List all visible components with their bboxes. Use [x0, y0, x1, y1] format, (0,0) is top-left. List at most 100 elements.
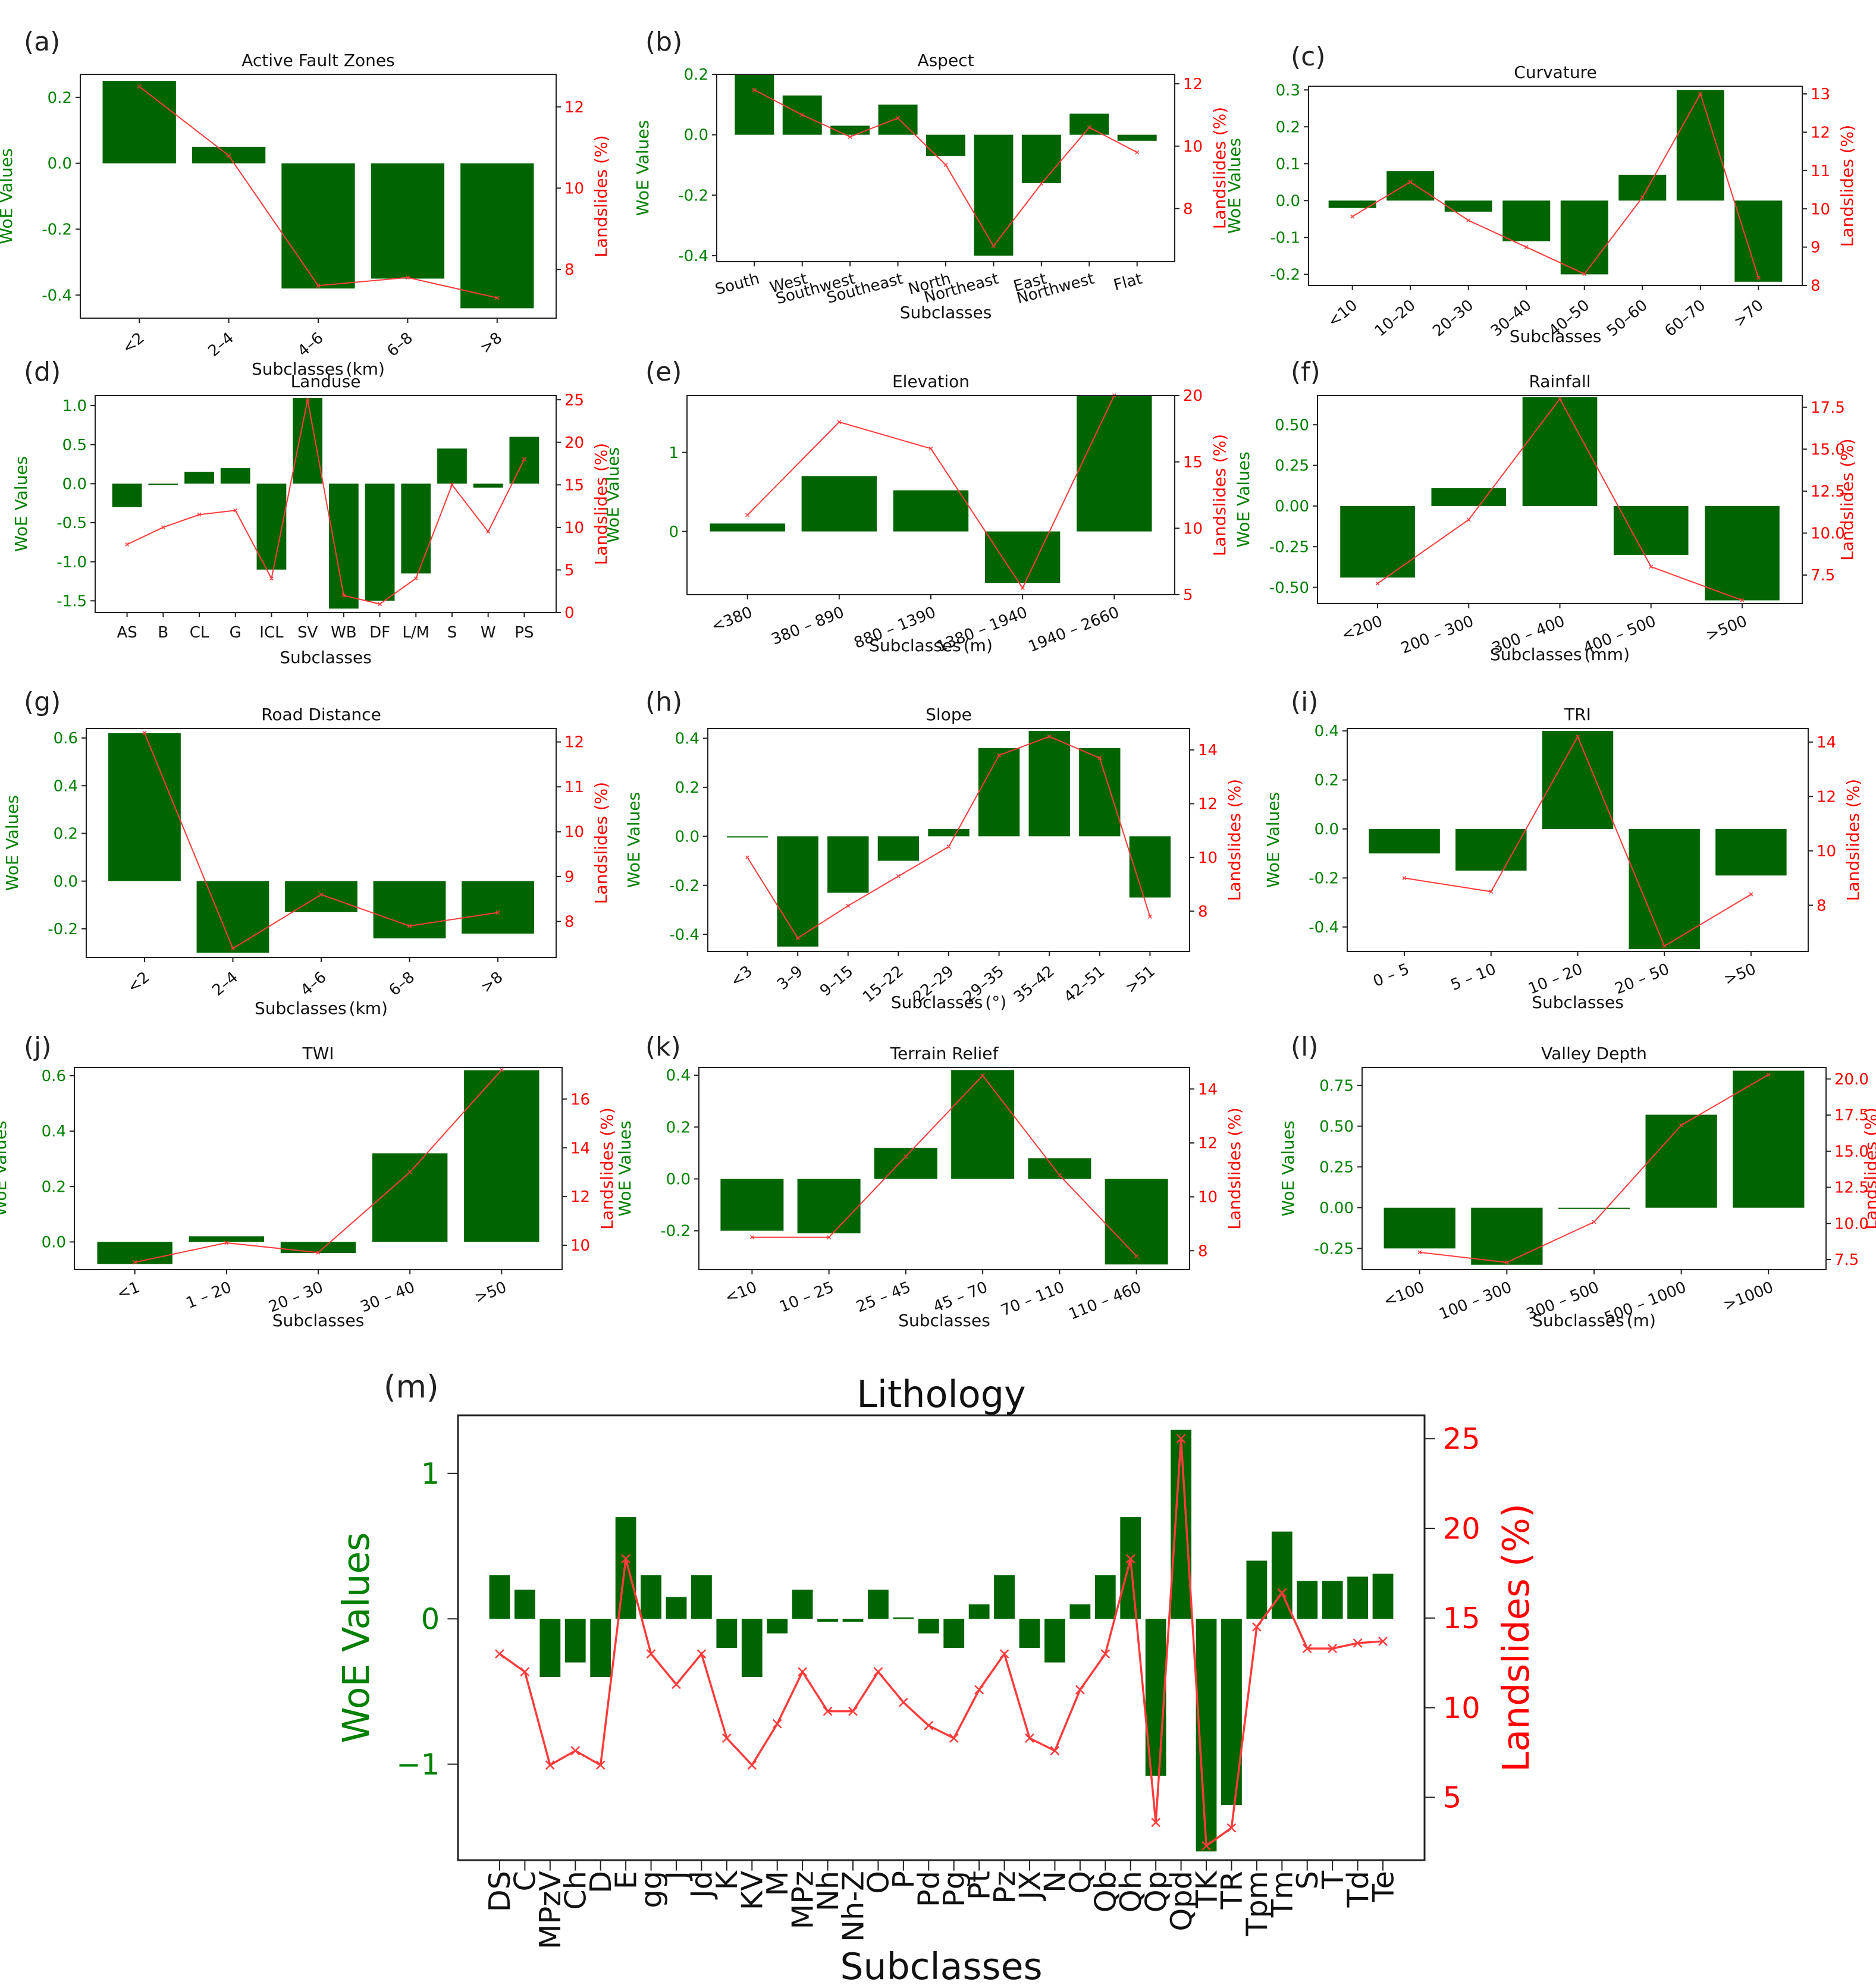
- xtick-label-2: CL: [190, 624, 209, 642]
- x-axis-label: Subclasses: [1532, 993, 1624, 1012]
- panel-label: (l): [1291, 1032, 1319, 1062]
- landslide-point-15: [873, 1667, 883, 1677]
- ytick-label-3: 0.4: [54, 777, 78, 795]
- plot-frame: [457, 1414, 1426, 1861]
- x-axis-unit: (km): [346, 359, 385, 379]
- y2tick-label-3: 20: [1183, 387, 1203, 405]
- xtick-label-0: <380: [709, 604, 755, 636]
- landslide-point-2: [928, 446, 933, 451]
- y2tick-label-1: 12: [570, 1188, 590, 1206]
- xtick-label-5: 110 – 460: [1066, 1279, 1144, 1324]
- landslide-point-0: [137, 84, 142, 89]
- panel-label: (a): [24, 27, 60, 57]
- landslide-point-0: [125, 542, 130, 547]
- bar-4: [926, 134, 965, 156]
- panel-label: (m): [384, 1369, 439, 1405]
- landslide-point-19: [974, 1685, 984, 1695]
- y2-axis-label: Landslides (%): [1210, 434, 1229, 556]
- y2tick-label-3: 14: [1198, 1081, 1218, 1098]
- y2-axis-label: Landslides (%): [1210, 107, 1229, 229]
- y2tick-label-1: 9: [564, 868, 575, 886]
- y2tick-label-0: 8: [1183, 200, 1193, 218]
- xtick-label-7: J: [659, 1871, 694, 1882]
- chart-title: Terrain Relief: [890, 1044, 999, 1063]
- bar-23: [1069, 1604, 1091, 1619]
- landslide-point-4: [495, 910, 500, 915]
- chart-title: Elevation: [892, 372, 970, 391]
- bar-3: [877, 836, 920, 861]
- xtick-label-3: 6–8: [385, 968, 418, 1000]
- bar-1: [196, 881, 269, 953]
- landslide-point-2: [319, 892, 324, 897]
- bar-10: [741, 1619, 763, 1677]
- landslide-point-7: [378, 602, 382, 607]
- bar-3: [373, 881, 446, 938]
- ytick-label-4: 0.4: [675, 730, 699, 748]
- y2-axis-label: Landslides (%): [1861, 1107, 1876, 1229]
- ytick-label-2: 0.0: [675, 828, 699, 846]
- landslide-point-5: [1640, 195, 1645, 200]
- y-axis-label: WoE Values: [1278, 1120, 1298, 1216]
- x-axis-label-text: Subclasses: [1532, 1311, 1624, 1330]
- landslide-point-16: [898, 1697, 908, 1707]
- ytick-label-1: 0.0: [666, 1171, 691, 1189]
- x-axis-label-text: Subclasses: [1532, 993, 1624, 1012]
- xtick-label-0: <10: [723, 1279, 760, 1307]
- ytick-label-3: 0.1: [1276, 155, 1300, 173]
- landslide-point-4: [946, 844, 951, 849]
- landslide-point-1: [1466, 517, 1471, 522]
- xtick-label-20: Pz: [987, 1871, 1022, 1904]
- xtick-label-0: <1: [115, 1279, 143, 1304]
- bar-1: [801, 476, 877, 532]
- xtick-label-2: 4–6: [294, 329, 327, 360]
- y2tick-label-3: 15.0: [1834, 1143, 1869, 1161]
- xtick-label-6: 35–42: [1011, 962, 1058, 1006]
- bar-0: [108, 733, 181, 881]
- y2tick-label-2: 12: [1198, 1135, 1218, 1152]
- bar-5: [293, 397, 323, 484]
- landslide-point-5: [991, 244, 996, 249]
- chart-title: TRI: [1564, 705, 1591, 724]
- y2tick-label-0: 8: [564, 261, 575, 279]
- xtick-label-11: PS: [515, 624, 534, 642]
- y2-axis-label: Landslides (%): [1837, 438, 1857, 560]
- bar-34: [1347, 1576, 1369, 1619]
- landslide-point-3: [1524, 245, 1529, 250]
- bar-3: [951, 1070, 1015, 1179]
- ytick-label-0: -1.5: [57, 592, 87, 610]
- landslide-point-4: [499, 1067, 504, 1072]
- y2-axis-label: Landslides (%): [1225, 1107, 1244, 1229]
- y2tick-label-2: 14: [570, 1139, 590, 1157]
- landslide-point-3: [233, 508, 238, 513]
- landslide-point-0: [142, 731, 147, 736]
- xtick-label-7: >70: [1731, 296, 1767, 331]
- xtick-label-1: 380 – 890: [769, 604, 847, 649]
- bar-5: [1105, 1179, 1168, 1265]
- x-axis-label-text: Subclasses: [272, 1311, 365, 1330]
- landslide-point-8: [697, 1649, 707, 1659]
- y-axis-label: WoE Values: [1225, 138, 1244, 234]
- bar-0: [735, 74, 774, 135]
- bar-4: [1077, 395, 1152, 532]
- panel-label: (f): [1291, 357, 1320, 387]
- y-axis-label: WoE Values: [0, 148, 16, 244]
- landslide-point-0: [1402, 875, 1407, 881]
- y2tick-label-4: 20: [564, 434, 584, 452]
- bar-2: [893, 490, 969, 532]
- x-axis-label-text: Subclasses: [280, 648, 372, 667]
- xtick-label-6: 60–70: [1661, 296, 1709, 340]
- panel-c: (c) Curvature -0.2 -0.1 0.0 0.1 0.2 0.3 8 9 10 11 12…: [1225, 42, 1857, 346]
- xtick-label-4: >50: [472, 1279, 509, 1307]
- ytick-label-5: 1.0: [62, 397, 87, 415]
- x-axis-label: Subclasses: [1510, 326, 1602, 346]
- landslide-point-34: [1353, 1638, 1363, 1648]
- bar-8: [401, 483, 431, 574]
- bar-4: [1560, 200, 1608, 275]
- landslide-point-1: [230, 946, 236, 951]
- xtick-label-9: S: [447, 624, 457, 642]
- landslide-point-6: [1047, 734, 1052, 739]
- xtick-label-5: 50–60: [1604, 296, 1651, 340]
- x-axis-label: Subclasses (°): [891, 993, 1006, 1012]
- y2tick-label-3: 20: [1443, 1511, 1480, 1546]
- x-axis-label-text: Subclasses: [891, 993, 983, 1012]
